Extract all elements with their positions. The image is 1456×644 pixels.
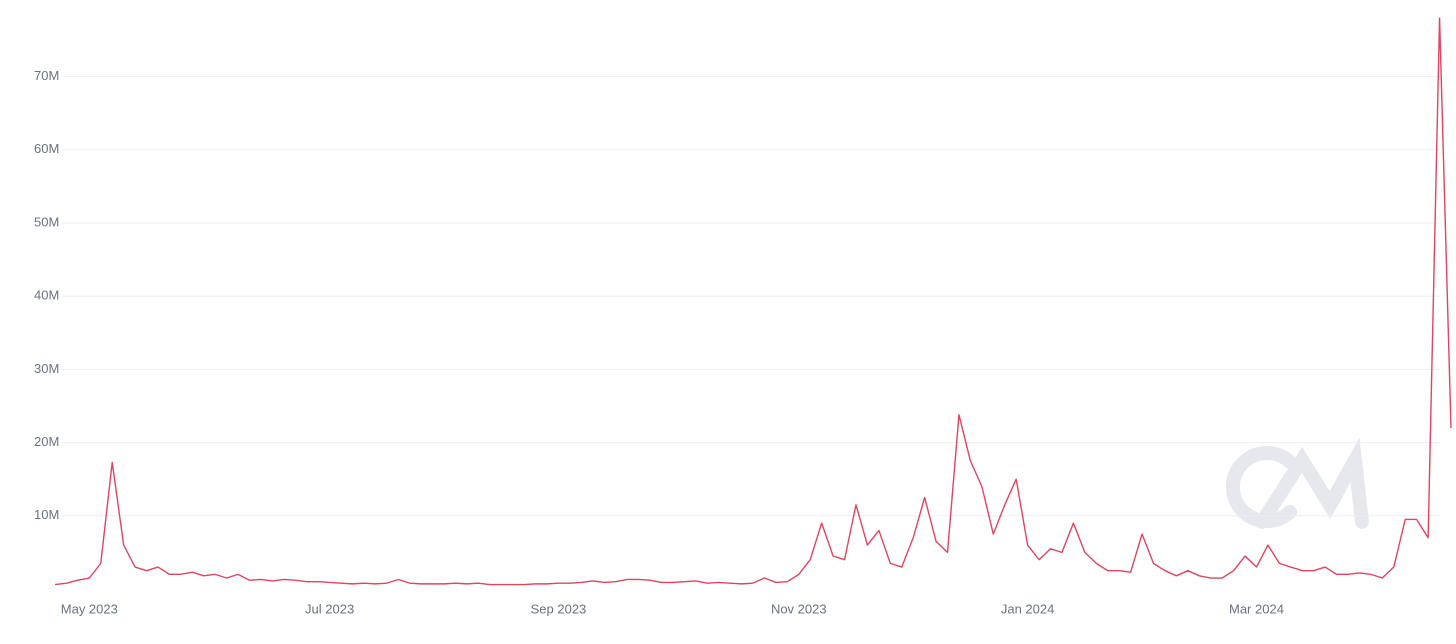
x-tick-label: Jan 2024 xyxy=(1001,601,1055,616)
y-tick-label: 20M xyxy=(34,434,59,449)
y-tick-label: 50M xyxy=(34,214,59,229)
y-tick-label: 70M xyxy=(34,68,59,83)
y-tick-label: 10M xyxy=(34,507,59,522)
x-tick-label: Sep 2023 xyxy=(531,601,587,616)
line-series xyxy=(54,17,1452,586)
x-tick-label: Nov 2023 xyxy=(771,601,827,616)
x-tick-label: Jul 2023 xyxy=(305,601,354,616)
y-tick-label: 60M xyxy=(34,141,59,156)
y-tick-label: 30M xyxy=(34,361,59,376)
watermark xyxy=(1226,437,1369,529)
y-tick-label: 40M xyxy=(34,288,59,303)
x-tick-label: May 2023 xyxy=(61,601,118,616)
x-tick-label: Mar 2024 xyxy=(1229,601,1284,616)
